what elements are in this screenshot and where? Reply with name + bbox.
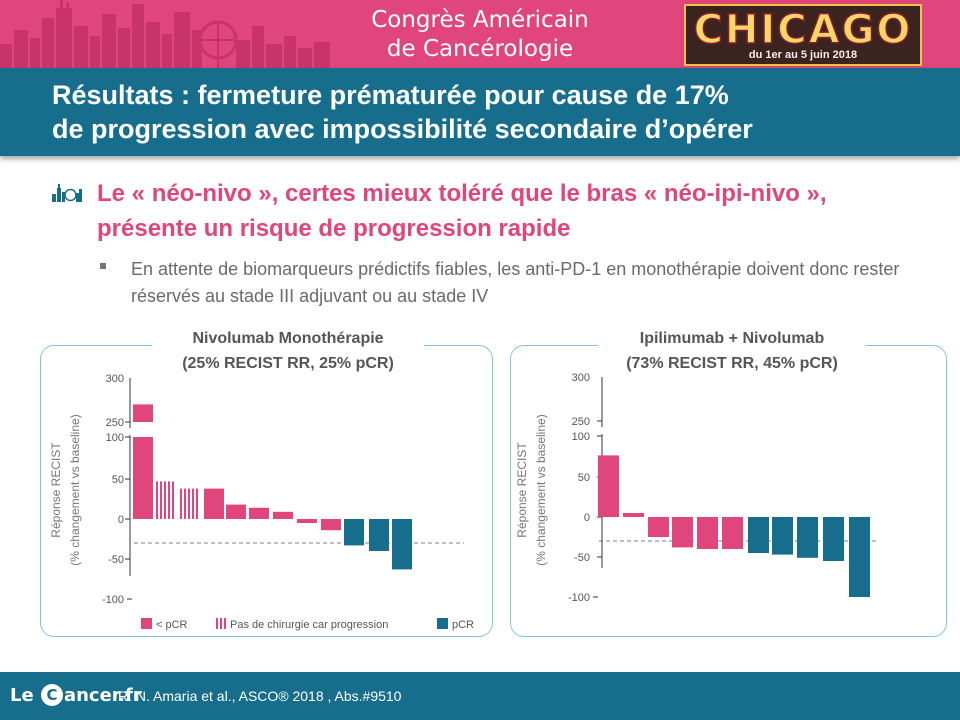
congress-line-2: de Cancérologie: [386, 36, 574, 62]
ipinivo-bar-2: [648, 517, 669, 537]
nivo-legend-swatch-1: [215, 618, 226, 629]
city-name: CHICAGO: [693, 7, 913, 53]
nivo-legend-label-2: pCR: [452, 619, 474, 631]
ipinivo-tick-label--50: -50: [574, 552, 590, 564]
nivo-legend-label-1: Pas de chirurgie car progression: [230, 619, 388, 631]
main-bullet-text: Le « néo-nivo », certes mieux toléré que…: [97, 180, 827, 242]
nivo-legend-swatch-2: [437, 618, 448, 629]
nivolumab-chart-title: Nivolumab Monothérapie (25% RECIST RR, 2…: [152, 326, 424, 376]
nivo-tick-label-0: 0: [118, 514, 124, 526]
ipinivo-bar-0: [598, 455, 619, 517]
nivo-tick-label-50: 50: [112, 474, 124, 486]
nivo-bar-4: [226, 504, 246, 519]
nivo-tick-label-300: 300: [106, 373, 124, 385]
nivo-bar-7: [297, 519, 317, 523]
slide-title: Résultats : fermeture prématurée pour ca…: [52, 78, 932, 146]
ipinivo-bar-8: [797, 517, 818, 558]
chicago-marquee-logo: CHICAGO du 1er au 5 juin 2018: [684, 4, 922, 66]
ipinivo-bar-5: [722, 517, 743, 549]
nivolumab-title: Nivolumab Monothérapie: [192, 330, 384, 347]
logo-c-circle: C: [40, 684, 63, 706]
ipinivo-bar-3: [672, 517, 693, 548]
ipinivo-bar-4: [697, 517, 718, 549]
nivo-tick-label--50: -50: [108, 554, 124, 566]
nivo-tick-label-100: 100: [106, 432, 124, 444]
ipinivo-tick-label-250: 250: [572, 416, 590, 428]
nivo-bar-9: [344, 519, 364, 546]
nivo-tick-label-250: 250: [106, 417, 124, 429]
congress-dates: du 1er au 5 juin 2018: [748, 49, 858, 61]
nivo-bar-1: [155, 481, 175, 519]
nivo-bar-0-upper: [133, 404, 153, 422]
ipi-nivo-chart-title: Ipilimumab + Nivolumab (73% RECIST RR, 4…: [598, 326, 866, 376]
nivo-legend-label-0: < pCR: [156, 619, 188, 631]
nivo-bar-10: [369, 519, 389, 551]
nivo-legend-swatch-0: [141, 618, 152, 629]
nivo-bar-6: [273, 511, 293, 519]
nivo-ylabel-line-1: Réponse RECIST: [49, 442, 63, 538]
ipinivo-bar-7: [772, 517, 793, 555]
source-reference: R. N. Amaria et al., ASCO® 2018 , Abs.#9…: [118, 688, 402, 704]
logo-prefix: Le: [10, 685, 40, 706]
nivo-bar-5: [249, 507, 269, 519]
nivo-bar-3: [204, 488, 224, 519]
sub-bullet-marker: [100, 263, 106, 269]
city-skyline-icon: [0, 0, 330, 68]
nivo-bar-11: [392, 519, 412, 570]
ipinivo-bar-1: [623, 513, 644, 517]
logo-suffix: ancer.fr: [63, 685, 142, 706]
nivo-bar-0: [133, 437, 153, 519]
ipinivo-bar-6: [748, 517, 769, 553]
ipi-nivo-subtitle: (73% RECIST RR, 45% pCR): [626, 355, 838, 372]
ipinivo-bar-10: [849, 517, 870, 597]
nivo-ylabel-line-2: (% changement vs baseline): [68, 414, 82, 565]
sub-bullet-text: En attente de biomarqueurs prédictifs fi…: [131, 259, 900, 306]
congress-line-1: Congrès Américain: [371, 7, 589, 33]
ipinivo-bar-9: [823, 517, 844, 561]
ipinivo-ylabel-line-2: (% changement vs baseline): [534, 414, 548, 565]
ipinivo-tick-label--100: -100: [568, 592, 590, 604]
nivo-tick-label--100: -100: [102, 594, 124, 606]
nivolumab-subtitle: (25% RECIST RR, 25% pCR): [182, 355, 394, 372]
ipinivo-tick-label-0: 0: [584, 512, 590, 524]
ipi-nivo-chart-panel: [510, 345, 947, 637]
nivolumab-chart-panel: [40, 345, 493, 637]
ipinivo-tick-label-100: 100: [572, 431, 590, 443]
slide-title-band: Résultats : fermeture prématurée pour ca…: [0, 68, 960, 156]
nivo-bar-2: [179, 488, 199, 519]
nivo-bar-8: [321, 519, 341, 531]
ipinivo-tick-label-300: 300: [572, 372, 590, 384]
slide-title-line-1: Résultats : fermeture prématurée pour ca…: [52, 80, 729, 110]
ipi-nivo-title: Ipilimumab + Nivolumab: [639, 330, 825, 347]
ipinivo-ylabel-line-1: Réponse RECIST: [515, 442, 529, 538]
congress-header-band: Congrès Américain de Cancérologie CHICAG…: [0, 0, 960, 68]
slide-title-line-2: de progression avec impossibilité second…: [52, 114, 753, 144]
congress-name: Congrès Américain de Cancérologie: [330, 6, 630, 64]
ipinivo-tick-label-50: 50: [578, 472, 590, 484]
skyline-bullet-icon: [52, 184, 82, 202]
